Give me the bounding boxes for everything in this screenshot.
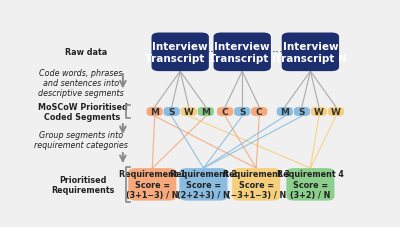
Text: Interview
Transcript 1: Interview Transcript 1 [145,42,215,63]
Text: M: M [201,108,210,116]
FancyBboxPatch shape [294,107,310,116]
FancyBboxPatch shape [181,107,197,116]
Text: S: S [299,108,305,116]
Text: C: C [222,108,228,116]
FancyBboxPatch shape [282,33,339,72]
Text: S: S [168,108,175,116]
Text: Group segments into
requirement categories: Group segments into requirement categori… [34,130,128,150]
FancyBboxPatch shape [146,107,163,116]
Text: Prioritised
Requirements: Prioritised Requirements [51,175,114,194]
Text: ···: ··· [207,46,219,59]
FancyBboxPatch shape [164,107,180,116]
Text: Raw data: Raw data [64,48,107,57]
FancyBboxPatch shape [328,107,344,116]
Text: W: W [314,108,324,116]
Text: Requirement 4
Score =
(3+2) / N: Requirement 4 Score = (3+2) / N [277,170,344,199]
FancyBboxPatch shape [277,107,293,116]
Text: Requirement 3
Score =
(−3+1−3) / N: Requirement 3 Score = (−3+1−3) / N [223,170,290,199]
Text: W: W [184,108,194,116]
FancyBboxPatch shape [152,33,209,72]
Text: C: C [256,108,262,116]
Text: Requirement 2
Score =
(2+2+3) / N: Requirement 2 Score = (2+2+3) / N [170,170,237,199]
Text: MoSCoW Prioritised
Coded Segments: MoSCoW Prioritised Coded Segments [38,102,128,122]
FancyBboxPatch shape [198,107,214,116]
Text: Interview
Transcript N: Interview Transcript N [274,42,346,63]
Text: Code words, phrases
and sentences into
descriptive segments: Code words, phrases and sentences into d… [38,68,124,98]
FancyBboxPatch shape [217,107,233,116]
Text: M: M [280,108,289,116]
FancyBboxPatch shape [311,107,327,116]
Text: W: W [331,108,341,116]
FancyBboxPatch shape [232,168,280,201]
FancyBboxPatch shape [251,107,267,116]
Text: Interview
Transcript i: Interview Transcript i [209,42,276,63]
Text: ···: ··· [272,46,284,59]
FancyBboxPatch shape [214,33,271,72]
FancyBboxPatch shape [180,168,228,201]
Text: Requirement 1
Score =
(3+1−3) / N: Requirement 1 Score = (3+1−3) / N [119,170,186,199]
FancyBboxPatch shape [286,168,334,201]
FancyBboxPatch shape [234,107,250,116]
Text: S: S [239,108,246,116]
FancyBboxPatch shape [128,168,176,201]
Text: M: M [150,108,159,116]
